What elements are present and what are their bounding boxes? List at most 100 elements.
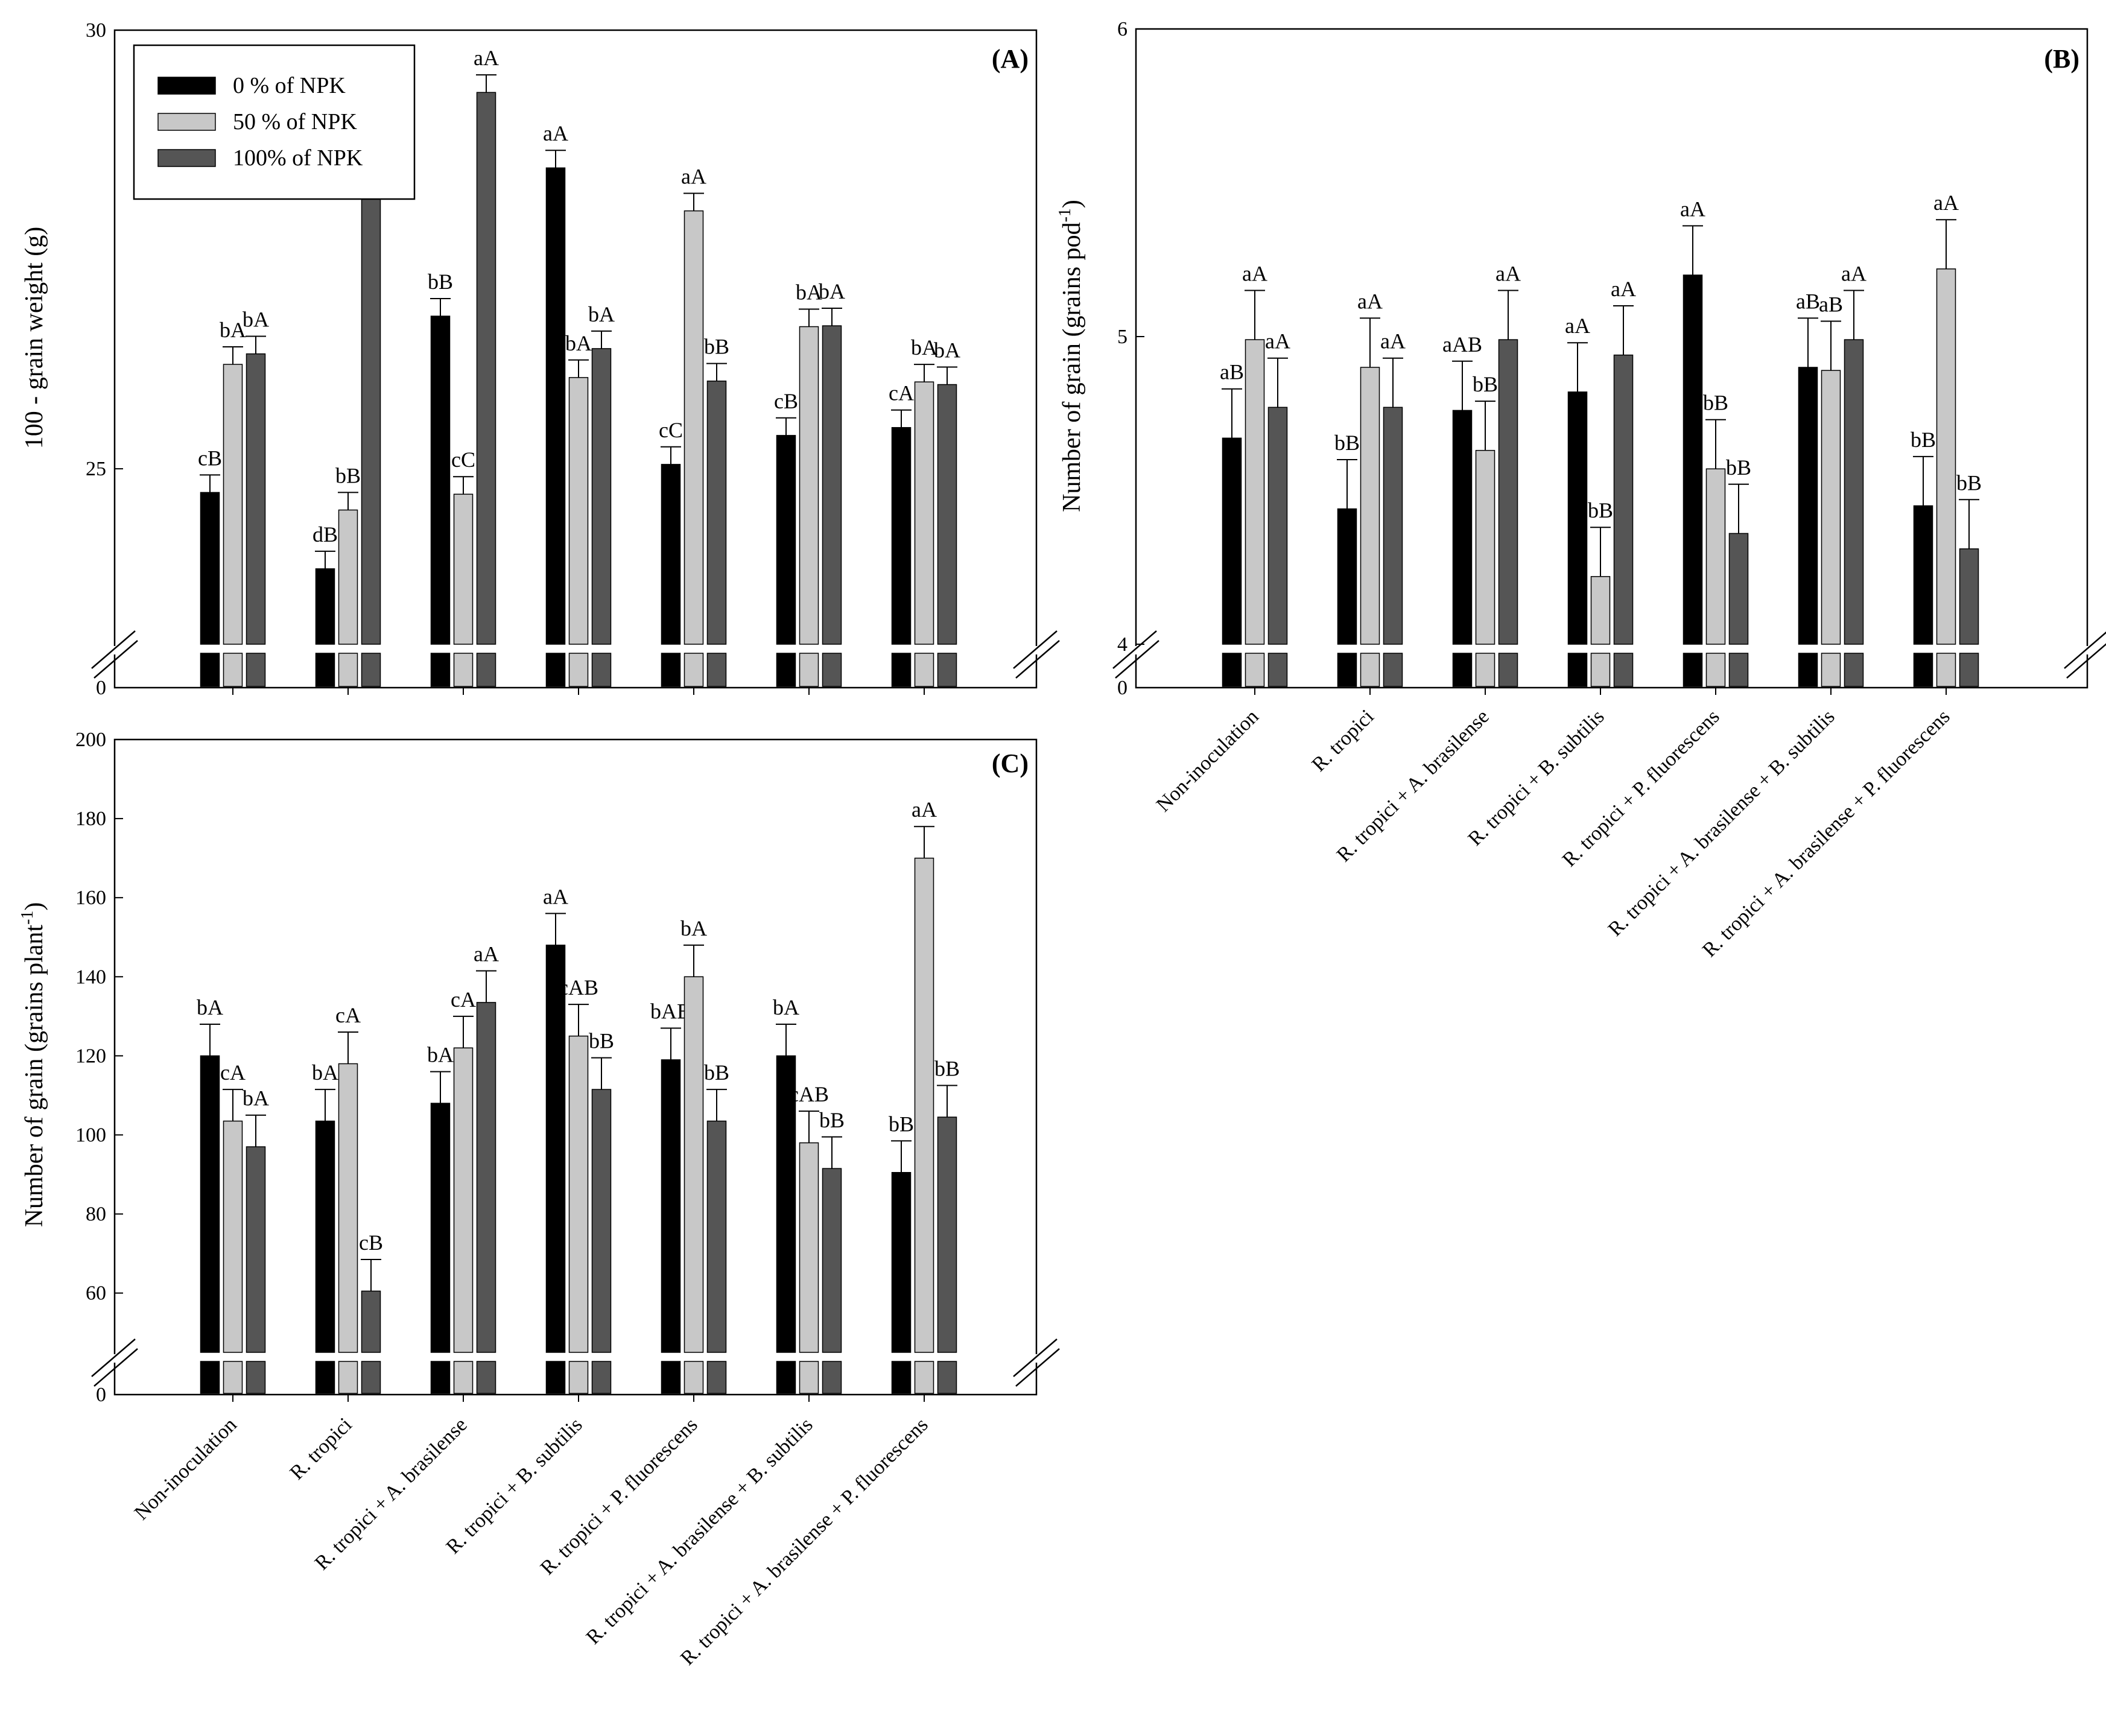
bar-base — [591, 653, 612, 687]
significance-label: bA — [243, 1086, 269, 1110]
bar-base — [430, 1361, 451, 1394]
bar — [476, 1002, 496, 1353]
bar — [799, 326, 819, 645]
bar-base — [361, 1361, 381, 1394]
significance-label: bB — [704, 335, 729, 359]
significance-label: aA — [1565, 314, 1590, 338]
significance-label: cB — [359, 1231, 383, 1255]
significance-label: aB — [1796, 289, 1820, 313]
legend-label-50-npk: 50 % of NPK — [233, 109, 357, 135]
bar-base — [776, 653, 796, 687]
bar — [338, 509, 358, 645]
bar — [476, 92, 496, 645]
legend-label-100-npk: 100% of NPK — [233, 145, 363, 171]
bar-base — [1475, 653, 1495, 687]
bar-base — [315, 1361, 335, 1394]
bar — [1475, 449, 1495, 645]
significance-label: aA — [474, 942, 499, 966]
bar-base — [661, 1361, 681, 1394]
significance-label: aA — [474, 46, 499, 70]
bar — [891, 427, 912, 645]
significance-label: bA — [796, 280, 822, 304]
significance-label: aA — [1357, 289, 1383, 313]
significance-label: bB — [1726, 455, 1751, 480]
bar-base — [1798, 653, 1818, 687]
bar — [776, 1055, 796, 1353]
bar-base — [361, 653, 381, 687]
y-tick-label: 80 — [86, 1203, 106, 1226]
significance-label: aA — [1841, 262, 1867, 286]
bar-base — [776, 1361, 796, 1394]
bar-base — [1683, 653, 1703, 687]
bar — [1567, 391, 1588, 645]
significance-label: bB — [589, 1029, 614, 1053]
plot-frame — [1135, 28, 2089, 689]
panel-b: 4 5 6 0 aB bB aAB aA aA aB bB aA aA bB bB bB aB aA aA aA aA a… — [1056, 18, 2106, 699]
significance-label: bA — [197, 995, 223, 1019]
significance-label: bB — [428, 270, 453, 294]
bar — [591, 1089, 612, 1353]
significance-label: aA — [1680, 197, 1705, 221]
bar-base — [1728, 653, 1749, 687]
bar-base — [661, 653, 681, 687]
axis-break-gap — [2085, 646, 2090, 654]
bar-base — [1383, 653, 1403, 687]
bar — [1705, 468, 1726, 645]
significance-label: bA — [773, 995, 799, 1019]
axis-break-mark — [1112, 630, 1157, 669]
y-axis-title: 100 - grain weight (g) — [21, 227, 48, 449]
significance-label: cC — [451, 448, 475, 472]
y-zero-label: 0 — [1117, 677, 1128, 699]
bar-base — [338, 653, 358, 687]
significance-label: aA — [1265, 329, 1290, 353]
significance-label: aA — [912, 797, 937, 822]
significance-label: bB — [889, 1112, 914, 1136]
significance-label: bA — [934, 338, 960, 362]
bar-base — [591, 1361, 612, 1394]
bar-base — [799, 1361, 819, 1394]
bar-base — [430, 653, 451, 687]
significance-label: dB — [312, 522, 338, 546]
y-axis-title-text: Number of grain (grains pod — [1058, 222, 1086, 512]
y-tick-label: 5 — [1117, 326, 1128, 348]
bar-base — [568, 653, 589, 687]
significance-label: bB — [1956, 470, 1982, 495]
y-axis-title-text: 100 - grain weight (g) — [21, 227, 48, 449]
significance-label: cA — [451, 987, 476, 1012]
bar-base — [200, 653, 220, 687]
bar-base — [338, 1361, 358, 1394]
bar-base — [545, 653, 566, 687]
bar-base — [891, 653, 912, 687]
significance-label: cB — [774, 389, 798, 413]
y-tick-label: 180 — [75, 808, 106, 830]
significance-label: aA — [1933, 191, 1959, 215]
bar — [914, 857, 934, 1353]
bar-base — [706, 653, 727, 687]
y-axis-title-end: ) — [21, 902, 48, 911]
bar-base — [476, 653, 496, 687]
y-axis-title-sup: -1 — [18, 911, 37, 925]
axis-break-mark — [1115, 640, 1159, 679]
bar — [1959, 548, 1979, 645]
bar — [706, 1120, 727, 1353]
plot-frame — [113, 738, 1038, 1396]
bar — [822, 325, 842, 645]
significance-label: bB — [704, 1060, 729, 1085]
axis-break-mark — [1013, 630, 1058, 669]
axis-break-gap — [112, 1354, 117, 1363]
axis-break-gap — [1034, 1354, 1039, 1363]
bar — [1728, 533, 1749, 645]
bar — [315, 568, 335, 645]
bar — [1383, 407, 1403, 645]
bar — [822, 1168, 842, 1353]
y-zero-label: 0 — [96, 677, 106, 699]
axis-break-gap — [112, 646, 117, 654]
bar-base — [1936, 653, 1956, 687]
significance-label: aA — [543, 121, 568, 145]
bar-base — [223, 1361, 243, 1394]
bar — [1590, 576, 1611, 645]
bar — [430, 1103, 451, 1353]
y-axis-title: Number of grain (grains pod-1) — [1056, 200, 1086, 512]
